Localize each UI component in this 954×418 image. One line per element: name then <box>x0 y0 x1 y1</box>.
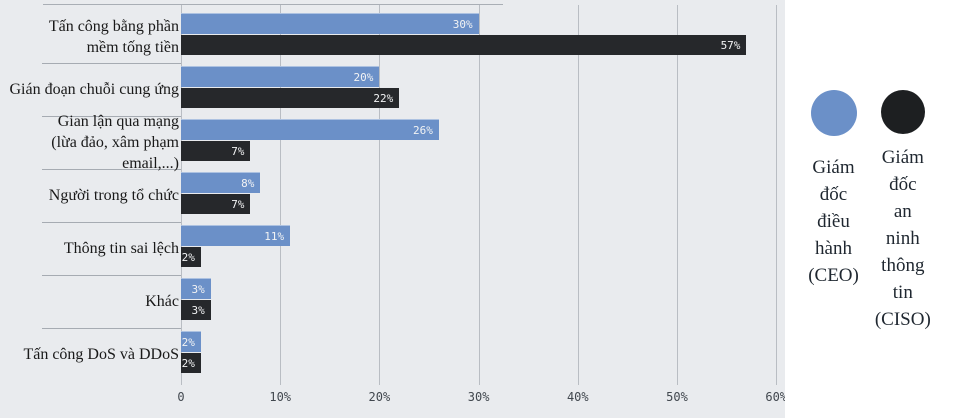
bar-ceo-2: 26% <box>181 119 439 140</box>
legend-label-line: an <box>893 201 912 222</box>
legend-label-line: điều <box>817 211 850 232</box>
gridline-30% <box>478 5 480 385</box>
category-label-line: (lừa đảo, xâm phạm email,...) <box>51 134 179 172</box>
legend-label-line: đốc <box>889 174 917 195</box>
category-label-line: Thông tin sai lệch <box>63 240 179 257</box>
gridline-10% <box>280 5 282 385</box>
legend-label-line: tin <box>892 282 913 303</box>
category-label-line: mềm tống tiền <box>86 38 179 56</box>
category-label: Tấn công bằng phần mềm tống tiền <box>0 10 179 63</box>
category-label-line: Người trong tổ chức <box>48 187 179 204</box>
bar-ciso-0: 57% <box>181 35 747 55</box>
bar-value-label: 7% <box>231 144 245 158</box>
bar-value-label: 8% <box>241 176 255 190</box>
category-separator <box>42 116 181 117</box>
category-separator <box>42 328 181 329</box>
bar-ceo-6: 2% <box>181 331 201 352</box>
legend-label-line: hành <box>815 238 852 259</box>
gridline-50% <box>677 5 678 385</box>
legend-ciso-label: Giám đốc an ninh thông tin (CISO) <box>875 144 931 333</box>
bar-ceo-1: 20% <box>181 66 380 87</box>
bar-ciso-3: 7% <box>181 194 251 214</box>
bar-value-label: 22% <box>373 91 394 105</box>
category-separator <box>42 275 181 276</box>
legend-label-line: ninh <box>885 228 920 249</box>
legend-ceo-label: Giám đốc điều hành (CEO) <box>808 154 859 289</box>
category-separator <box>42 222 181 223</box>
category-separator <box>42 63 181 64</box>
gridline-60% <box>776 5 778 385</box>
legend-ceo-circle-icon <box>810 90 857 136</box>
legend-label-line: thông <box>881 255 925 276</box>
bar-value-label: 2% <box>181 250 195 264</box>
bar-ciso-1: 22% <box>181 88 400 108</box>
category-label-line: Gián đoạn chuỗi cung ứng <box>9 81 179 98</box>
bar-ciso-6: 2% <box>181 353 201 373</box>
legend-label-line: Giám <box>812 157 855 178</box>
x-axis-tick-label: 50% <box>666 390 688 404</box>
category-label-line: Gian lận qua mạng <box>57 113 179 130</box>
bar-value-label: 26% <box>413 123 433 137</box>
legend-label-line: (CISO) <box>874 309 931 330</box>
gridline-20% <box>379 5 381 385</box>
x-axis-tick-label: 40% <box>566 390 589 404</box>
bar-value-label: 30% <box>452 17 473 31</box>
legend-entry-ciso: Giám đốc an ninh thông tin (CISO) <box>875 90 931 418</box>
category-label-line: Khác <box>145 293 179 310</box>
x-axis-tick-label: 30% <box>467 390 490 404</box>
bar-value-label: 7% <box>231 197 245 211</box>
bar-ceo-3: 8% <box>181 172 261 193</box>
x-axis-tick-label: 20% <box>368 390 391 404</box>
bar-ceo-5: 3% <box>181 278 211 299</box>
category-separator <box>42 169 181 170</box>
legend-ciso-circle-icon <box>880 90 925 134</box>
chart-top-border <box>43 4 503 5</box>
category-label: Người trong tổ chức <box>0 169 179 222</box>
x-axis-tick-label: 60% <box>765 390 788 404</box>
legend-label-line: đốc <box>819 184 848 205</box>
category-label: Tấn công DoS và DDoS <box>0 328 179 381</box>
bar-value-label: 57% <box>720 38 741 52</box>
category-label: Gian lận qua mạng (lừa đảo, xâm phạm emai… <box>0 113 179 172</box>
bar-ciso-5: 3% <box>181 300 211 320</box>
x-axis-tick-label: 10% <box>269 390 292 404</box>
chart-legend: Giám đốc điều hành (CEO) Giám đốc an ninh thông ti… <box>785 0 954 418</box>
category-label: Gián đoạn chuỗi cung ứng <box>0 63 179 116</box>
bar-value-label: 20% <box>353 70 374 84</box>
chart-plot-panel: 0 10% 20% 30% 40% 50% 60% Tấn công bằng phần mềm… <box>0 0 788 418</box>
category-label: Thông tin sai lệch <box>0 222 179 275</box>
bar-value-label: 3% <box>191 282 205 296</box>
bar-ciso-4: 2% <box>181 247 201 267</box>
legend-entry-ceo: Giám đốc điều hành (CEO) <box>808 90 859 418</box>
bar-value-label: 2% <box>181 356 195 370</box>
category-label-line: Tấn công DoS và DDoS <box>23 346 179 363</box>
bar-ciso-2: 7% <box>181 141 251 161</box>
gridline-40% <box>577 5 579 385</box>
bar-ceo-0: 30% <box>181 13 479 34</box>
category-label: Khác <box>0 275 179 328</box>
bar-value-label: 2% <box>181 335 195 349</box>
x-axis-tick-label: 0 <box>177 390 185 404</box>
category-label-line: Tấn công bằng phần <box>48 17 179 35</box>
legend-label-line: Giám <box>881 147 924 168</box>
bar-value-label: 3% <box>191 303 205 317</box>
bar-value-label: 11% <box>264 229 285 243</box>
bar-ceo-4: 11% <box>181 225 291 246</box>
legend-label-line: (CEO) <box>808 265 859 286</box>
